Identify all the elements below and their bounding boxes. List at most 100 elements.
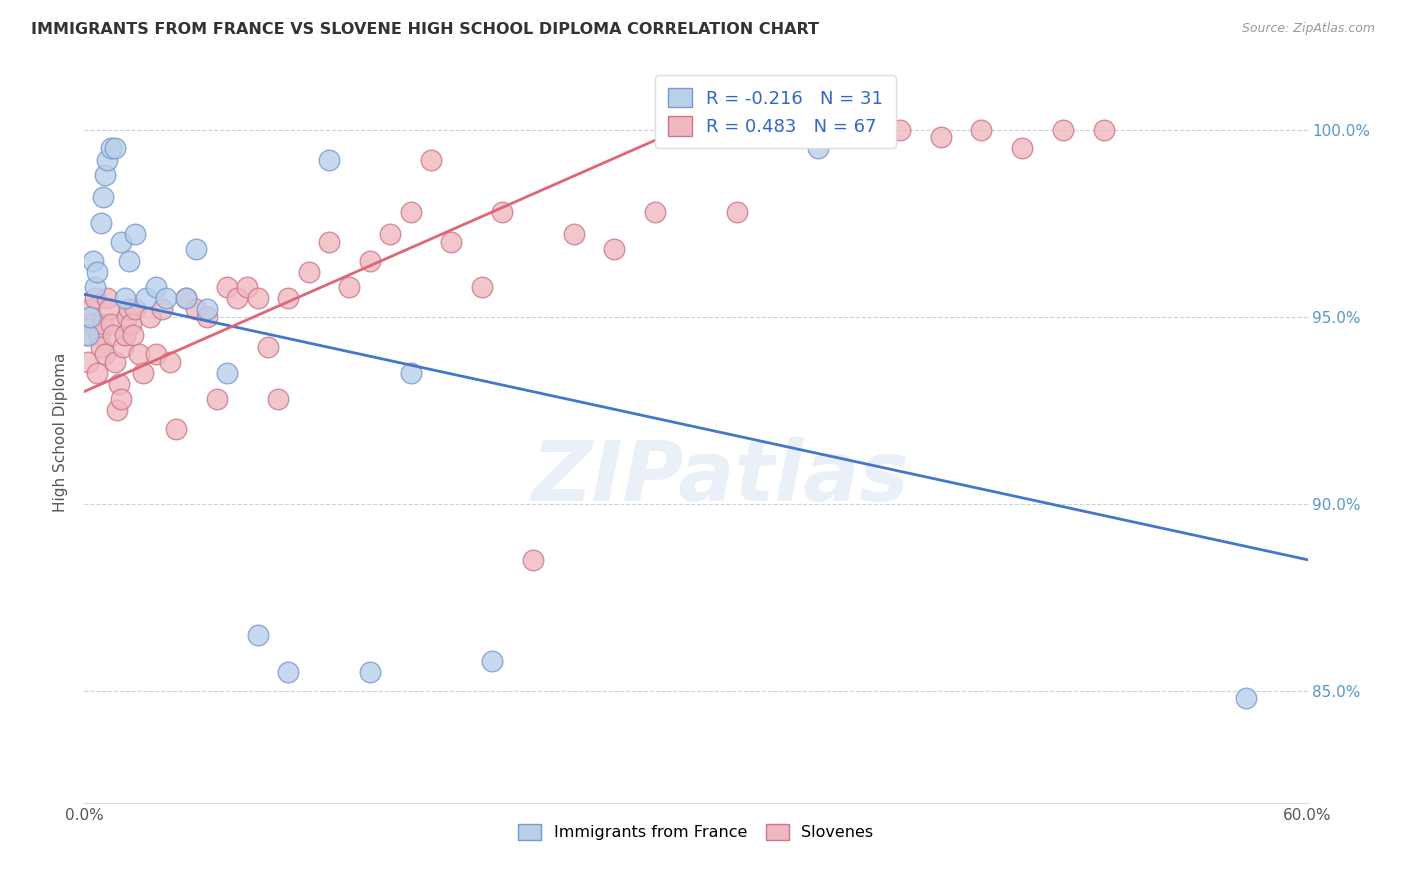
Point [87, 328, 110, 343]
Point [217, 366, 239, 380]
Point [440, 235, 463, 249]
Point [138, 310, 160, 324]
Point [195, 310, 218, 324]
Point [318, 153, 340, 167]
Point [226, 291, 249, 305]
Point [725, 205, 748, 219]
Point [115, 310, 138, 324]
Point [186, 302, 208, 317]
Point [205, 392, 228, 406]
Point [217, 280, 239, 294]
Point [420, 153, 443, 167]
Point [128, 347, 150, 361]
Point [77, 354, 100, 368]
Point [236, 280, 259, 294]
Point [118, 253, 141, 268]
Point [685, 122, 707, 136]
Point [471, 280, 494, 294]
Point [145, 280, 167, 294]
Point [380, 227, 402, 242]
Point [120, 317, 142, 331]
Point [90, 340, 112, 354]
Point [108, 377, 131, 392]
Point [100, 317, 122, 331]
Point [195, 302, 218, 317]
Point [165, 422, 187, 436]
Point [298, 265, 321, 279]
Point [135, 291, 157, 305]
Point [122, 328, 145, 343]
Point [1092, 122, 1115, 136]
Point [257, 340, 280, 354]
Point [101, 328, 124, 343]
Point [277, 291, 299, 305]
Point [83, 280, 105, 294]
Point [77, 328, 100, 343]
Point [96, 291, 118, 305]
Text: ZIPatlas: ZIPatlas [531, 436, 910, 517]
Point [104, 141, 127, 155]
Point [105, 403, 128, 417]
Text: Source: ZipAtlas.com: Source: ZipAtlas.com [1241, 22, 1375, 36]
Point [90, 216, 112, 230]
Point [1011, 141, 1033, 155]
Point [86, 265, 108, 279]
Point [82, 253, 104, 268]
Point [246, 627, 269, 641]
Point [86, 366, 108, 380]
Point [522, 553, 544, 567]
Point [159, 354, 181, 368]
Point [1052, 122, 1074, 136]
Point [150, 302, 173, 317]
Point [75, 328, 97, 343]
Point [267, 392, 290, 406]
Point [318, 235, 340, 249]
Point [118, 302, 141, 317]
Point [603, 243, 626, 257]
Point [114, 291, 136, 305]
Point [889, 122, 911, 136]
Point [100, 141, 122, 155]
Point [93, 168, 115, 182]
Point [481, 654, 503, 668]
Point [807, 141, 830, 155]
Point [96, 153, 118, 167]
Point [79, 310, 101, 324]
Point [399, 205, 422, 219]
Point [339, 280, 361, 294]
Point [114, 328, 136, 343]
Point [277, 665, 299, 679]
Point [104, 354, 127, 368]
Point [110, 392, 132, 406]
Point [359, 253, 381, 268]
Point [174, 291, 197, 305]
Point [145, 347, 167, 361]
Y-axis label: High School Diploma: High School Diploma [53, 353, 69, 512]
Point [174, 291, 197, 305]
Text: IMMIGRANTS FROM FRANCE VS SLOVENE HIGH SCHOOL DIPLOMA CORRELATION CHART: IMMIGRANTS FROM FRANCE VS SLOVENE HIGH S… [31, 22, 818, 37]
Point [97, 302, 120, 317]
Point [82, 317, 104, 331]
Point [929, 130, 952, 145]
Point [787, 130, 810, 145]
Point [970, 122, 993, 136]
Point [399, 366, 422, 380]
Point [562, 227, 585, 242]
Point [644, 840, 666, 855]
Point [644, 205, 666, 219]
Legend: Immigrants from France, Slovenes: Immigrants from France, Slovenes [512, 817, 880, 847]
Point [112, 340, 135, 354]
Point [110, 235, 132, 249]
Point [491, 205, 513, 219]
Point [91, 317, 114, 331]
Point [93, 347, 115, 361]
Point [124, 302, 146, 317]
Point [186, 243, 208, 257]
Point [132, 366, 155, 380]
Point [246, 291, 269, 305]
Point [79, 302, 101, 317]
Point [91, 190, 114, 204]
Point [83, 291, 105, 305]
Point [124, 227, 146, 242]
Point [155, 291, 177, 305]
